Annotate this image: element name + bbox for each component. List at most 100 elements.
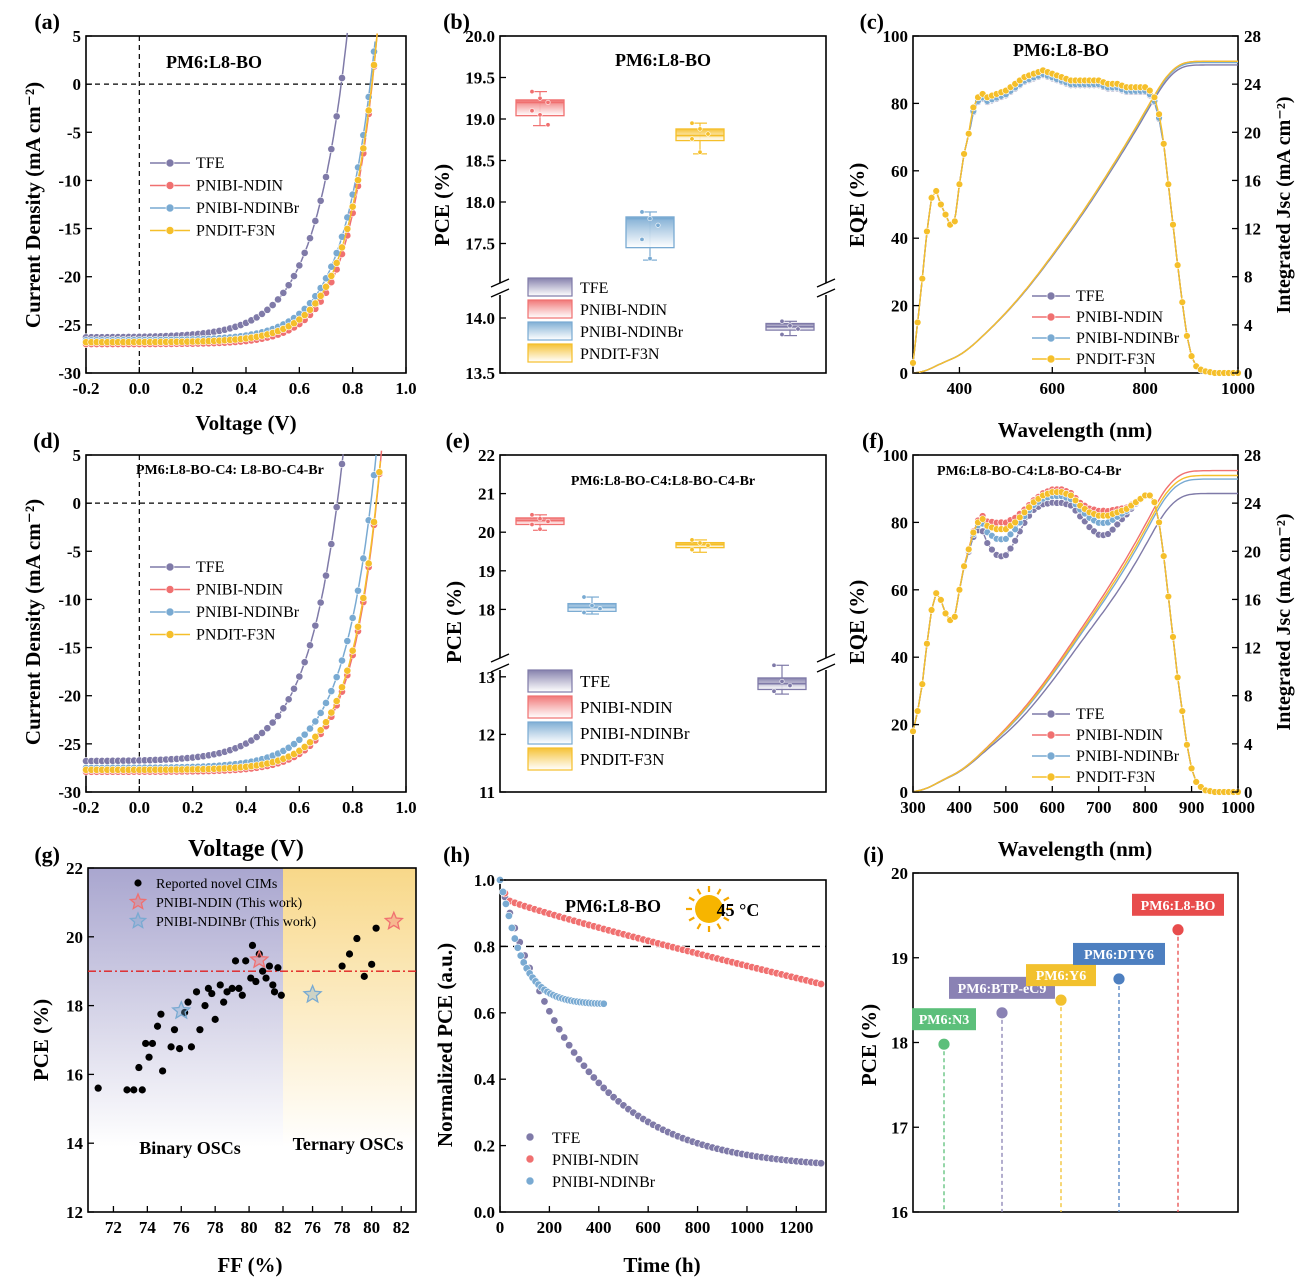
panel-f-xtick-label: 500 xyxy=(993,798,1019,817)
panel-g-legend-label: PNIBI-NDIN (This work) xyxy=(156,896,303,911)
panel-e-legend-swatch xyxy=(527,695,573,719)
panel-e-ytick-label: 22 xyxy=(478,446,495,465)
panel-i-label-text: PM6:DTY6 xyxy=(1084,948,1154,963)
panel-a-ytick-label: -30 xyxy=(58,364,81,383)
panel-a-data-point xyxy=(290,272,298,280)
panel-f-label: (f) xyxy=(862,428,884,453)
panel-a-label: (a) xyxy=(34,9,60,34)
panel-f-legend-swatch-dot xyxy=(1046,772,1056,782)
panel-b-axis-break-mark xyxy=(816,288,836,298)
panel-f-xtick-label: 800 xyxy=(1132,798,1158,817)
panel-e-box-point xyxy=(771,688,777,694)
panel-c-legend-swatch-dot xyxy=(1046,333,1056,343)
panel-h-data-point xyxy=(599,1083,608,1092)
panel-h-xtick-label: 600 xyxy=(635,1218,661,1237)
panel-d-data-point xyxy=(258,729,266,737)
panel-g-data-point xyxy=(360,972,368,980)
panel-h-xtick-label: 800 xyxy=(685,1218,711,1237)
panel-c-legend-label: PNIBI-NDIN xyxy=(1076,309,1164,326)
panel-b-title: PM6:L8-BO xyxy=(615,50,711,70)
panel-c-ytick-label-right: 16 xyxy=(1244,171,1261,190)
panel-g-ylabel: PCE (%) xyxy=(29,999,53,1081)
panel-h-ytick-label: 0.8 xyxy=(474,937,495,956)
panel-e-ytick-label: 12 xyxy=(478,725,495,744)
panel-a-xtick-label: 0.0 xyxy=(129,379,150,398)
panel-c-eqe-point xyxy=(1178,298,1186,306)
panel-h-label: (h) xyxy=(443,842,470,867)
panel-f-eqe-point xyxy=(1146,491,1154,500)
panel-a-data-point xyxy=(370,47,378,56)
panel-c-eqe-point xyxy=(913,318,922,327)
panel-c-eqe-point xyxy=(1169,221,1177,229)
panel-g-data-point xyxy=(135,1063,143,1072)
panel-g-xtick-label: 74 xyxy=(139,1218,157,1237)
panel-g-data-point xyxy=(167,1043,175,1051)
panel-d-xtick-label: 0.6 xyxy=(289,798,310,817)
panel-a-xtick-label: 0.6 xyxy=(289,379,310,398)
panel-b-box-point xyxy=(529,108,535,114)
panel-g-data-point xyxy=(242,957,250,965)
panel-a-xtick-label: 0.8 xyxy=(342,379,363,398)
panel-g-data-point xyxy=(235,984,243,993)
panel-f-eqe-point xyxy=(909,727,917,736)
panel-d-xtick-label: 0.0 xyxy=(129,798,150,817)
panel-g-label: (g) xyxy=(34,842,60,867)
panel-g-data-point xyxy=(211,1015,219,1023)
panel-c-title: PM6:L8-BO xyxy=(1013,40,1109,60)
panel-e-box-point xyxy=(581,594,587,600)
panel-i-label-text: PM6:N3 xyxy=(919,1013,970,1028)
panel-c-eqe-point xyxy=(955,180,964,188)
panel-h-data-point xyxy=(501,899,510,908)
panel-f-legend-label: TFE xyxy=(1076,706,1104,723)
panel-d-data-point xyxy=(343,637,352,645)
panel-a-data-point xyxy=(284,281,293,290)
panel-e-ytick-label: 13 xyxy=(478,668,495,687)
panel-g-data-point xyxy=(277,991,285,999)
panel-h-xtick-label: 1000 xyxy=(730,1218,764,1237)
panel-h-data-point xyxy=(498,887,507,896)
panel-h-data-point xyxy=(584,1067,593,1076)
sun-icon xyxy=(695,895,723,923)
panel-d-data-point xyxy=(300,730,309,739)
panel-f-eqe-point xyxy=(937,596,945,604)
panel-d-data-point xyxy=(316,709,325,717)
panel-c-ytick-label-right: 0 xyxy=(1244,364,1253,383)
panel-g-data-point xyxy=(94,1084,102,1092)
panel-d-data-point xyxy=(354,622,362,631)
panel-g-data-point xyxy=(192,988,201,996)
panel-f-eqe-point xyxy=(1169,633,1177,641)
panel-g-data-point xyxy=(175,1045,184,1053)
panel-h-data-point xyxy=(579,1061,588,1070)
panel-g-ytick-label: 20 xyxy=(66,928,83,947)
panel-g-data-point xyxy=(368,960,376,968)
panel-a-ytick-label: -10 xyxy=(58,171,81,190)
panel-f-eqe-point xyxy=(927,606,936,614)
panel-f-eqe-point xyxy=(978,515,987,523)
panel-c-eqe-point xyxy=(1183,332,1191,340)
panel-c-xtick-label: 400 xyxy=(947,379,973,398)
panel-f-eqe-point xyxy=(1155,518,1163,527)
panel-d-data-point xyxy=(359,594,368,602)
panel-g-ternary-label: Ternary OSCs xyxy=(293,1134,404,1154)
panel-f-eqe-point xyxy=(965,545,973,554)
panel-d-data-point xyxy=(327,687,336,696)
panel-e-legend-label: PNIBI-NDINBr xyxy=(580,724,690,743)
panel-g-data-point xyxy=(223,988,231,996)
panel-a-legend-swatch-dot xyxy=(165,181,175,190)
panel-h-ytick-label: 0.6 xyxy=(474,1004,495,1023)
panel-d-data-point xyxy=(359,554,368,563)
panel-g-data-point xyxy=(208,989,216,998)
panel-f-eqe-point xyxy=(1002,551,1010,559)
panel-f-eqe-point xyxy=(941,609,950,618)
panel-a-data-point xyxy=(364,106,373,115)
panel-d-data-point xyxy=(306,641,314,650)
panel-h-legend-swatch-dot xyxy=(525,1154,535,1164)
panel-i-label-text: PM6:L8-BO xyxy=(1141,899,1216,914)
panel-f-eqe-point xyxy=(1006,544,1015,553)
panel-g-xtick-label: 80 xyxy=(363,1218,380,1237)
panel-c-eqe-point xyxy=(1187,352,1196,360)
panel-d-ytick-label: -25 xyxy=(58,735,81,754)
panel-f-eqe-point xyxy=(918,680,926,688)
sun-icon xyxy=(696,888,702,895)
panel-b-box-point xyxy=(639,236,645,242)
